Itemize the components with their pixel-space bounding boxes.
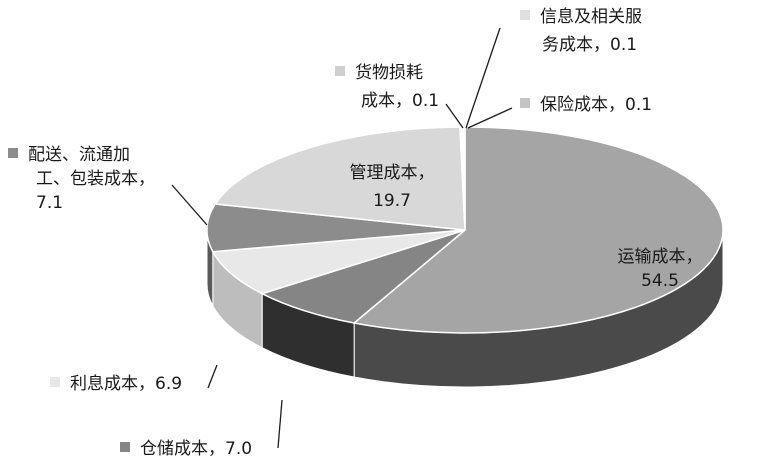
data-label-6-line2: 务成本，0.1 — [542, 35, 637, 55]
data-label-7-line1: 保险成本，0.1 — [540, 95, 652, 115]
data-label-4-line1: 管理成本， — [350, 163, 435, 183]
leader-line-6 — [465, 27, 501, 129]
leader-line-3 — [171, 184, 208, 226]
slice-0 — [352, 126, 724, 334]
data-label-5-line2: 成本，0.1 — [361, 91, 439, 111]
data-label-3-line2: 工、包装成本， — [36, 169, 155, 189]
data-label-4-line2: 19.7 — [373, 191, 411, 211]
data-label-0-line1: 运输成本， — [618, 247, 703, 267]
legend-key-7 — [520, 98, 530, 108]
leader-lines — [171, 27, 513, 449]
legend-key-3 — [8, 148, 18, 158]
slice-2 — [211, 229, 466, 295]
data-label-3-line1: 配送、流通加 — [28, 145, 130, 165]
data-label-2-line1: 利息成本，6.9 — [70, 374, 182, 394]
legend-key-2 — [50, 377, 60, 387]
pie-top-faces — [206, 126, 724, 334]
slice-1 — [260, 229, 466, 324]
data-label-5-line1: 货物损耗 — [355, 63, 423, 83]
slice-4 — [214, 126, 466, 231]
data-label-3-line3: 7.1 — [36, 193, 63, 213]
legend-key-5 — [335, 66, 345, 76]
legend-key-6 — [520, 10, 530, 20]
slice-7 — [462, 126, 466, 231]
data-label-0-line2: 54.5 — [641, 271, 679, 291]
leader-line-1 — [277, 399, 283, 449]
data-label-6-line1: 信息及相关服 — [540, 7, 642, 27]
data-label-1-line1: 仓储成本，7.0 — [140, 439, 252, 459]
slice-3 — [206, 203, 466, 253]
legend-key-1 — [120, 442, 130, 452]
leader-line-7 — [467, 107, 513, 129]
leader-line-5 — [445, 103, 464, 129]
leader-line-2 — [207, 364, 218, 389]
